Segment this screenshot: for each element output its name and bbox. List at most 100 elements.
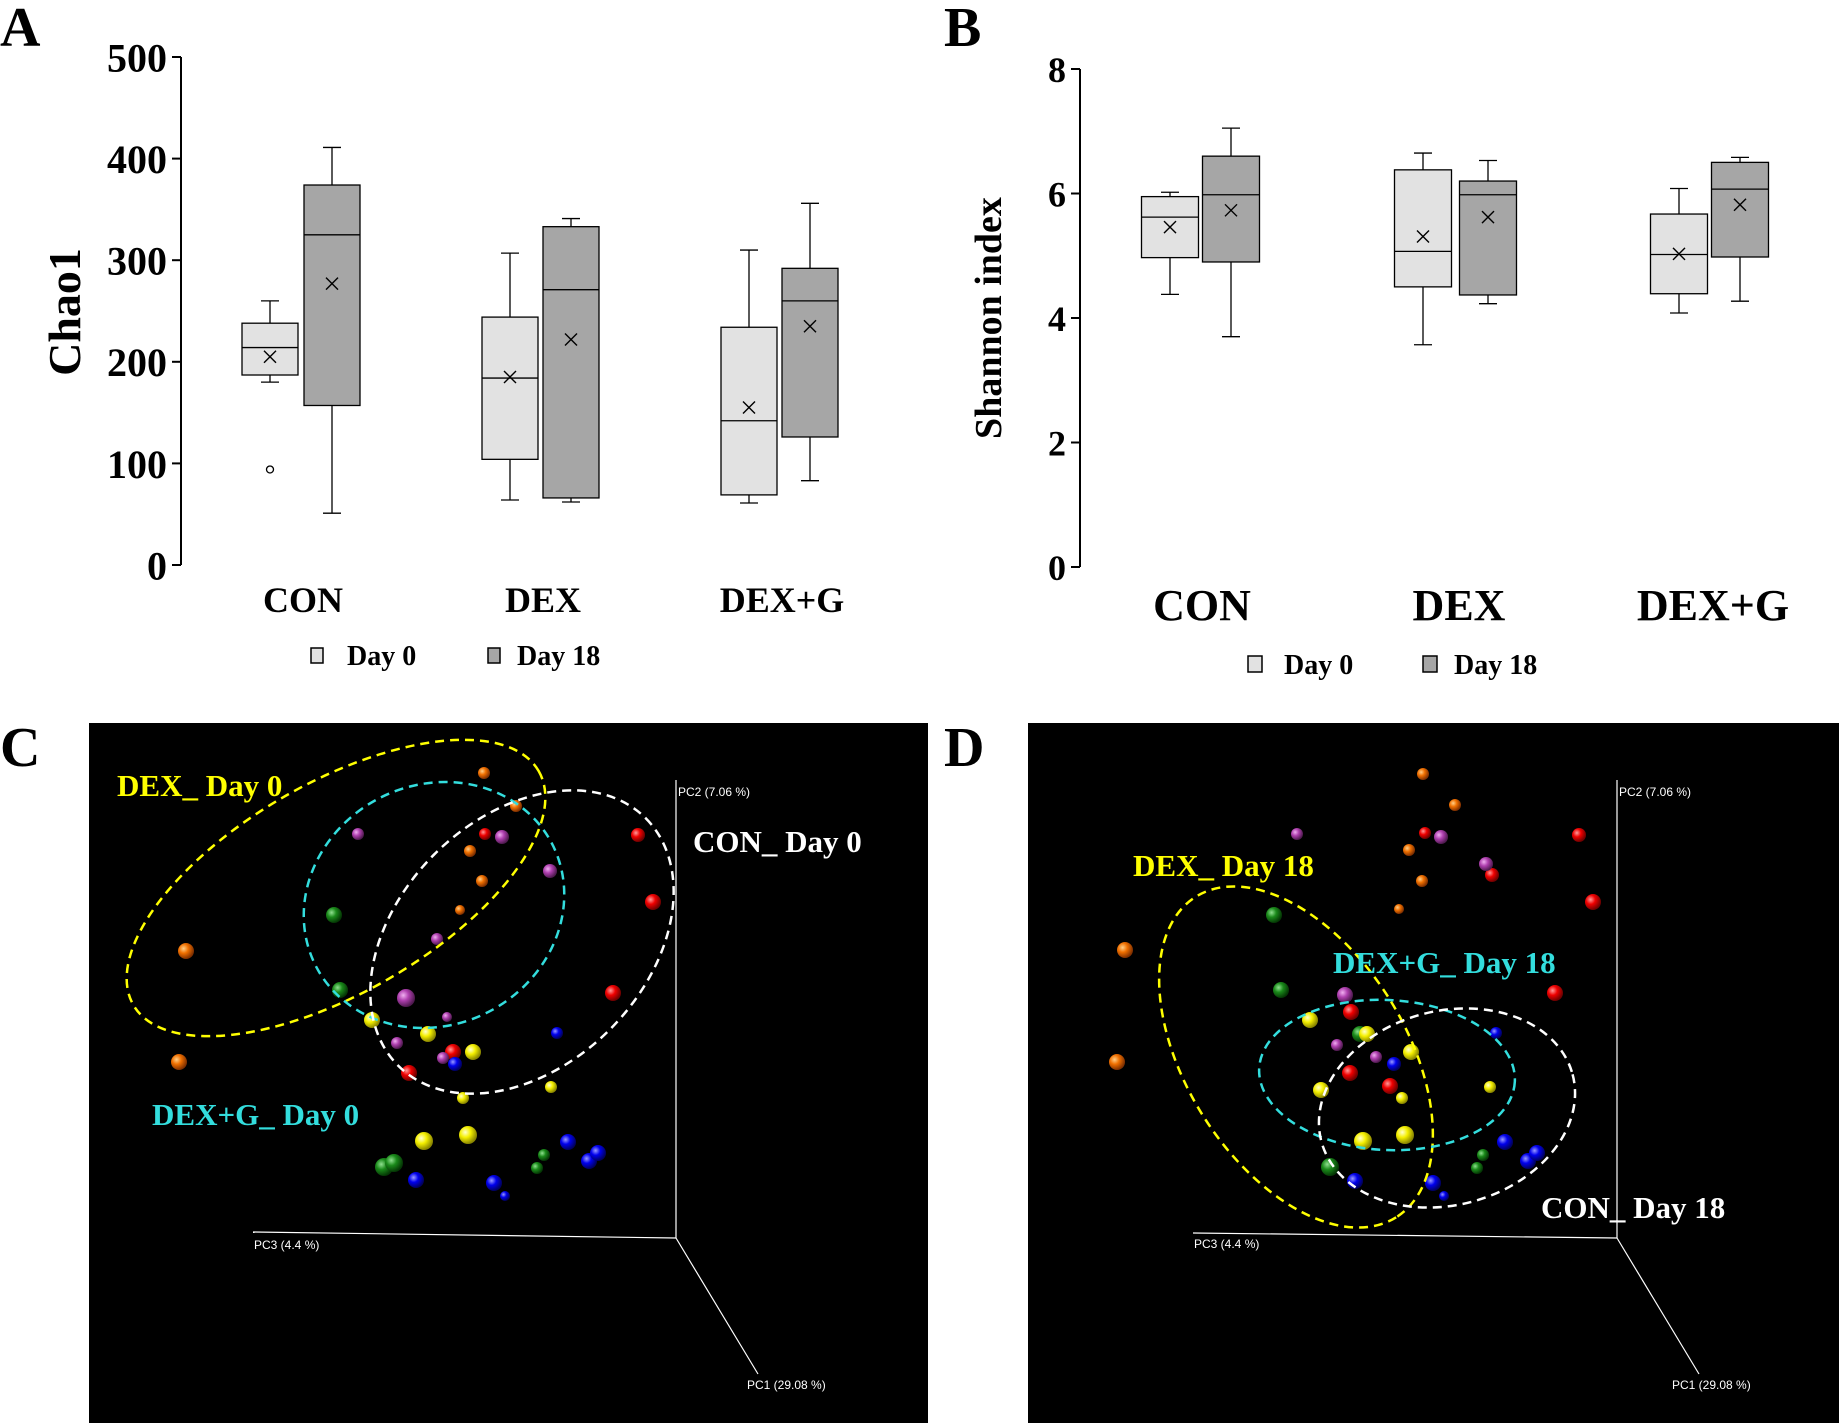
panel-letter-c: C: [0, 717, 40, 779]
pcoa-day18-con-label: CON_ Day 18: [1541, 1190, 1725, 1225]
shannon-y-tick-label: 2: [1048, 423, 1066, 463]
pcoa-day18-red-sample-point: [1485, 868, 1499, 882]
pcoa-day18-dex-label: DEX_ Day 18: [1133, 848, 1314, 883]
shannon-legend-day0-swatch: [1247, 655, 1263, 673]
pcoa-day0-yellow-sample-point: [545, 1081, 557, 1093]
pcoa-day18-yellow-sample-point: [1396, 1126, 1414, 1144]
panel-letter-d: D: [944, 717, 984, 779]
pcoa-day18-pc3-label: PC3 (4.4 %): [1194, 1237, 1259, 1251]
pcoa-day18-purple-sample-point: [1370, 1051, 1382, 1063]
pcoa-day0-blue-sample-point: [560, 1134, 576, 1150]
pcoa-day18-blue-sample-point: [1425, 1175, 1441, 1191]
pcoa-day0-blue-sample-point: [500, 1191, 510, 1201]
pcoa-day0-purple-sample-point: [437, 1052, 449, 1064]
pcoa-day0-red-sample-point: [645, 894, 661, 910]
pcoa-day0-purple-sample-point: [543, 864, 557, 878]
pcoa-day0-red-sample-point: [445, 1044, 461, 1060]
pcoa-day0-pc1-axis: [675, 1237, 759, 1375]
chao1-con-day18-mean-marker: [325, 277, 339, 291]
pcoa-day0-purple-sample-point: [397, 989, 415, 1007]
chao1-y-tick-label: 500: [107, 35, 167, 80]
pcoa-day0-purple-sample-point: [495, 830, 509, 844]
chao1-y-tick-label: 400: [107, 137, 167, 182]
shannon-legend-day18-swatch: [1422, 655, 1438, 673]
panel-letter-a: A: [0, 0, 41, 59]
pcoa-day18-orange-sample-point: [1449, 799, 1461, 811]
pcoa-day18-orange-sample-point: [1417, 768, 1429, 780]
chao1-y-tick-label: 300: [107, 239, 167, 284]
pcoa-day0-blue-sample-point: [551, 1027, 563, 1039]
pcoa-day0-background: [89, 723, 928, 1423]
pcoa-day0-orange-sample-point: [478, 767, 490, 779]
pcoa-day18-dexg-label: DEX+G_ Day 18: [1333, 945, 1556, 980]
chao1-con-day0-box: [241, 322, 299, 376]
pcoa-day0-yellow-sample-point: [420, 1026, 436, 1042]
chao1-con-day0-mean-marker: [263, 350, 277, 364]
pcoa-day18-yellow-sample-point: [1396, 1092, 1408, 1104]
chao1-legend-day0-swatch: [310, 647, 324, 664]
shannon-dex-day18-mean-marker: [1481, 210, 1495, 224]
pcoa-day0-red-sample-point: [479, 828, 491, 840]
pcoa-day18-yellow-sample-point: [1359, 1026, 1375, 1042]
pcoa-day0-orange-sample-point: [476, 875, 488, 887]
chao1-y-tick-label: 100: [107, 442, 167, 487]
pcoa-day0-orange-sample-point: [510, 800, 522, 812]
pcoa-day0-green-sample-point: [326, 907, 342, 923]
pcoa-day0-blue-sample-point: [448, 1057, 462, 1071]
shannon-category-dexg: DEX+G: [1637, 581, 1789, 630]
pcoa-day0-blue-sample-point: [408, 1172, 424, 1188]
chao1-dex-day0-mean-marker: [503, 370, 517, 384]
chao1-legend-day0-label: Day 0: [347, 641, 416, 672]
pcoa-day18-red-sample-point: [1419, 827, 1431, 839]
shannon-y-tick-label: 8: [1048, 50, 1066, 90]
shannon-boxplot: 0 2 4 6 8: [1048, 50, 1770, 588]
shannon-y-tick-label: 4: [1048, 299, 1066, 339]
pcoa-day0-orange-sample-point: [455, 905, 465, 915]
shannon-dexg-day18-box: [1710, 161, 1770, 258]
shannon-y-axis-title: Shannon index: [968, 197, 1010, 439]
shannon-dex-day0-box: [1393, 169, 1453, 288]
pcoa-day18-red-sample-point: [1382, 1078, 1398, 1094]
pcoa-day0-con-label: CON_ Day 0: [693, 824, 862, 859]
pcoa-day18-background: [1028, 723, 1839, 1423]
pcoa-day18-green-sample-point: [1321, 1158, 1339, 1176]
shannon-legend: Day 0 Day 18: [1247, 650, 1537, 681]
pcoa-day18-dex-ellipse: [1157, 885, 1435, 1229]
pcoa-day0-pc1-label: PC1 (29.08 %): [747, 1378, 826, 1392]
pcoa-day18-orange-sample-point: [1109, 1054, 1125, 1070]
pcoa-day18-orange-sample-point: [1117, 942, 1133, 958]
chao1-con-day0-outlier: [265, 465, 275, 474]
pcoa-day0-yellow-sample-point: [364, 1012, 380, 1028]
pcoa-day18-purple-sample-point: [1479, 857, 1493, 871]
chao1-category-dexg: DEX+G: [720, 580, 845, 620]
pcoa-day0-red-sample-point: [631, 828, 645, 842]
shannon-y-tick-label: 6: [1048, 174, 1066, 214]
shannon-dexg-day18-mean-marker: [1733, 198, 1747, 212]
pcoa-day18-purple-sample-point: [1434, 830, 1448, 844]
pcoa-day18-orange-sample-point: [1403, 844, 1415, 856]
chao1-category-dex: DEX: [505, 580, 581, 620]
pcoa-day18-red-sample-point: [1343, 1004, 1359, 1020]
chao1-dexg-day18-mean-marker: [803, 319, 817, 333]
shannon-legend-day0-label: Day 0: [1284, 650, 1353, 681]
pcoa-day18-purple-sample-point: [1331, 1039, 1343, 1051]
pcoa-day0-points: [171, 767, 661, 1201]
pcoa-day0-green-sample-point: [531, 1162, 543, 1174]
pcoa-day0-orange-sample-point: [171, 1054, 187, 1070]
pcoa-day18-yellow-sample-point: [1354, 1132, 1372, 1150]
shannon-y-tick-label: 0: [1048, 548, 1066, 588]
chao1-category-con: CON: [263, 580, 343, 620]
pcoa-day0-red-sample-point: [605, 985, 621, 1001]
chao1-dexg-day18-box: [781, 267, 839, 438]
pcoa-day18-orange-sample-point: [1394, 904, 1404, 914]
pcoa-day18-blue-sample-point: [1497, 1134, 1513, 1150]
pcoa-day0-dex-label: DEX_ Day 0: [117, 768, 282, 803]
panel-letter-b: B: [944, 0, 981, 59]
pcoa-day18-orange-sample-point: [1416, 875, 1428, 887]
chao1-dex-day18-mean-marker: [564, 332, 578, 346]
pcoa-day18-con-ellipse: [1317, 1007, 1577, 1209]
chao1-con-day18-box: [303, 184, 361, 407]
pcoa-day18-yellow-sample-point: [1484, 1081, 1496, 1093]
pcoa-day0-blue-sample-point: [590, 1145, 606, 1161]
